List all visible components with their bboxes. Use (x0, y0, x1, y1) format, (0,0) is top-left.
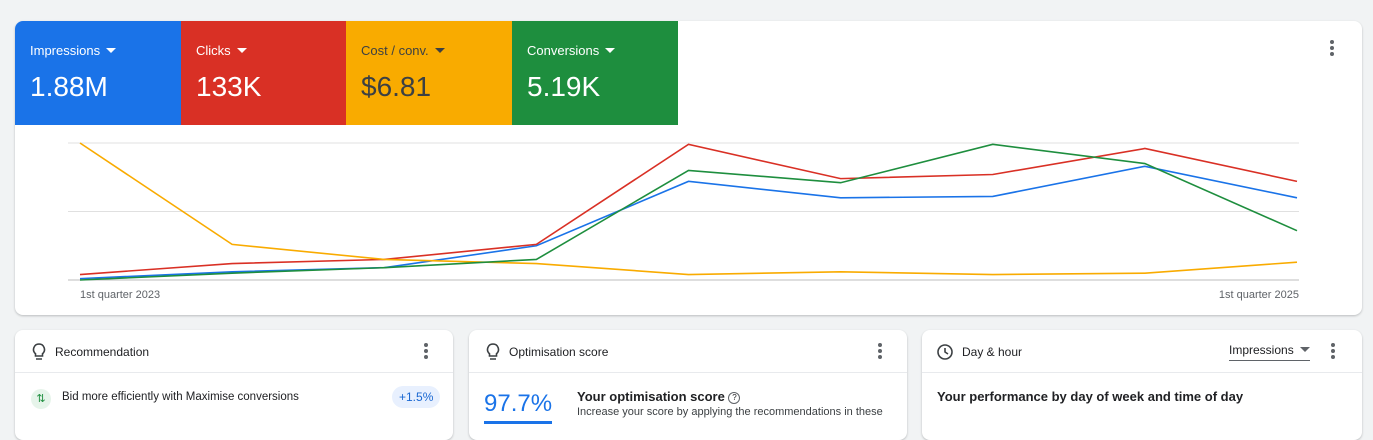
series-line (79, 143, 1298, 281)
metric-value: 1.88M (30, 71, 108, 102)
clock-icon (937, 344, 953, 360)
optimisation-card: Optimisation score 97.7% Your optimisati… (469, 330, 907, 440)
performance-card: Impressions 1.88M Clicks 133K Cost / conv.… (15, 21, 1362, 315)
metric-value: 5.19K (527, 71, 601, 102)
bulb-icon (486, 343, 500, 360)
series-line (79, 142, 1298, 276)
metric-tile[interactable]: Clicks 133K (181, 21, 347, 125)
score-heading-text: Your optimisation score (577, 389, 725, 404)
dropdown-text: Impressions (1229, 343, 1294, 357)
metric-tile[interactable]: Impressions 1.88M (15, 21, 181, 125)
metric-label: Cost / conv. (361, 43, 445, 58)
page: Impressions 1.88M Clicks 133K Cost / conv.… (15, 21, 1362, 440)
card-header (469, 330, 907, 373)
card-heading: Your performance by day of week and time… (937, 389, 1244, 404)
more-menu[interactable] (1326, 39, 1338, 57)
x-tick-label: 1st quarter 2023 (80, 289, 160, 301)
metric-value: 133K (196, 71, 262, 102)
score-heading: Your optimisation score ? (577, 389, 741, 404)
card-header (15, 330, 453, 373)
metric-label-text: Cost / conv. (361, 43, 429, 58)
more-menu[interactable] (420, 342, 432, 360)
day-hour-card: Day & hour Impressions Your performance … (922, 330, 1362, 440)
metric-label: Impressions (30, 43, 117, 58)
card-title: Optimisation score (509, 345, 609, 359)
series-line (79, 143, 1298, 276)
recommendation-card: Recommendation ⇅ Bid more efficiently wi… (15, 330, 453, 440)
line-chart: 1st quarter 2023 1st quarter 2025 (68, 142, 1299, 301)
recommendation-icon: ⇅ (31, 389, 51, 409)
metric-value: $6.81 (361, 71, 432, 102)
bulb-icon (32, 343, 46, 360)
metric-tile[interactable]: Conversions 5.19K (512, 21, 678, 125)
card-title: Recommendation (55, 345, 150, 359)
metric-tile[interactable]: Cost / conv. $6.81 (346, 21, 512, 125)
more-menu[interactable] (874, 342, 886, 360)
metric-label: Clicks (196, 43, 247, 58)
metric-label-text: Clicks (196, 43, 231, 58)
series-line (79, 165, 1298, 280)
metric-label-text: Impressions (30, 43, 101, 58)
x-tick-label: 1st quarter 2025 (1219, 289, 1299, 301)
card-header (922, 330, 1362, 373)
metric-dropdown[interactable]: Impressions (1229, 343, 1310, 361)
uplift-badge: +1.5% (392, 386, 441, 408)
score-value: 97.7% (484, 390, 553, 417)
score-description: Increase your score by applying the reco… (577, 406, 883, 418)
metric-label-text: Conversions (527, 43, 600, 58)
recommendation-text[interactable]: Bid more efficiently with Maximise conve… (62, 391, 299, 403)
card-title: Day & hour (962, 345, 1023, 359)
metric-label: Conversions (527, 43, 616, 58)
more-menu[interactable] (1327, 342, 1339, 360)
